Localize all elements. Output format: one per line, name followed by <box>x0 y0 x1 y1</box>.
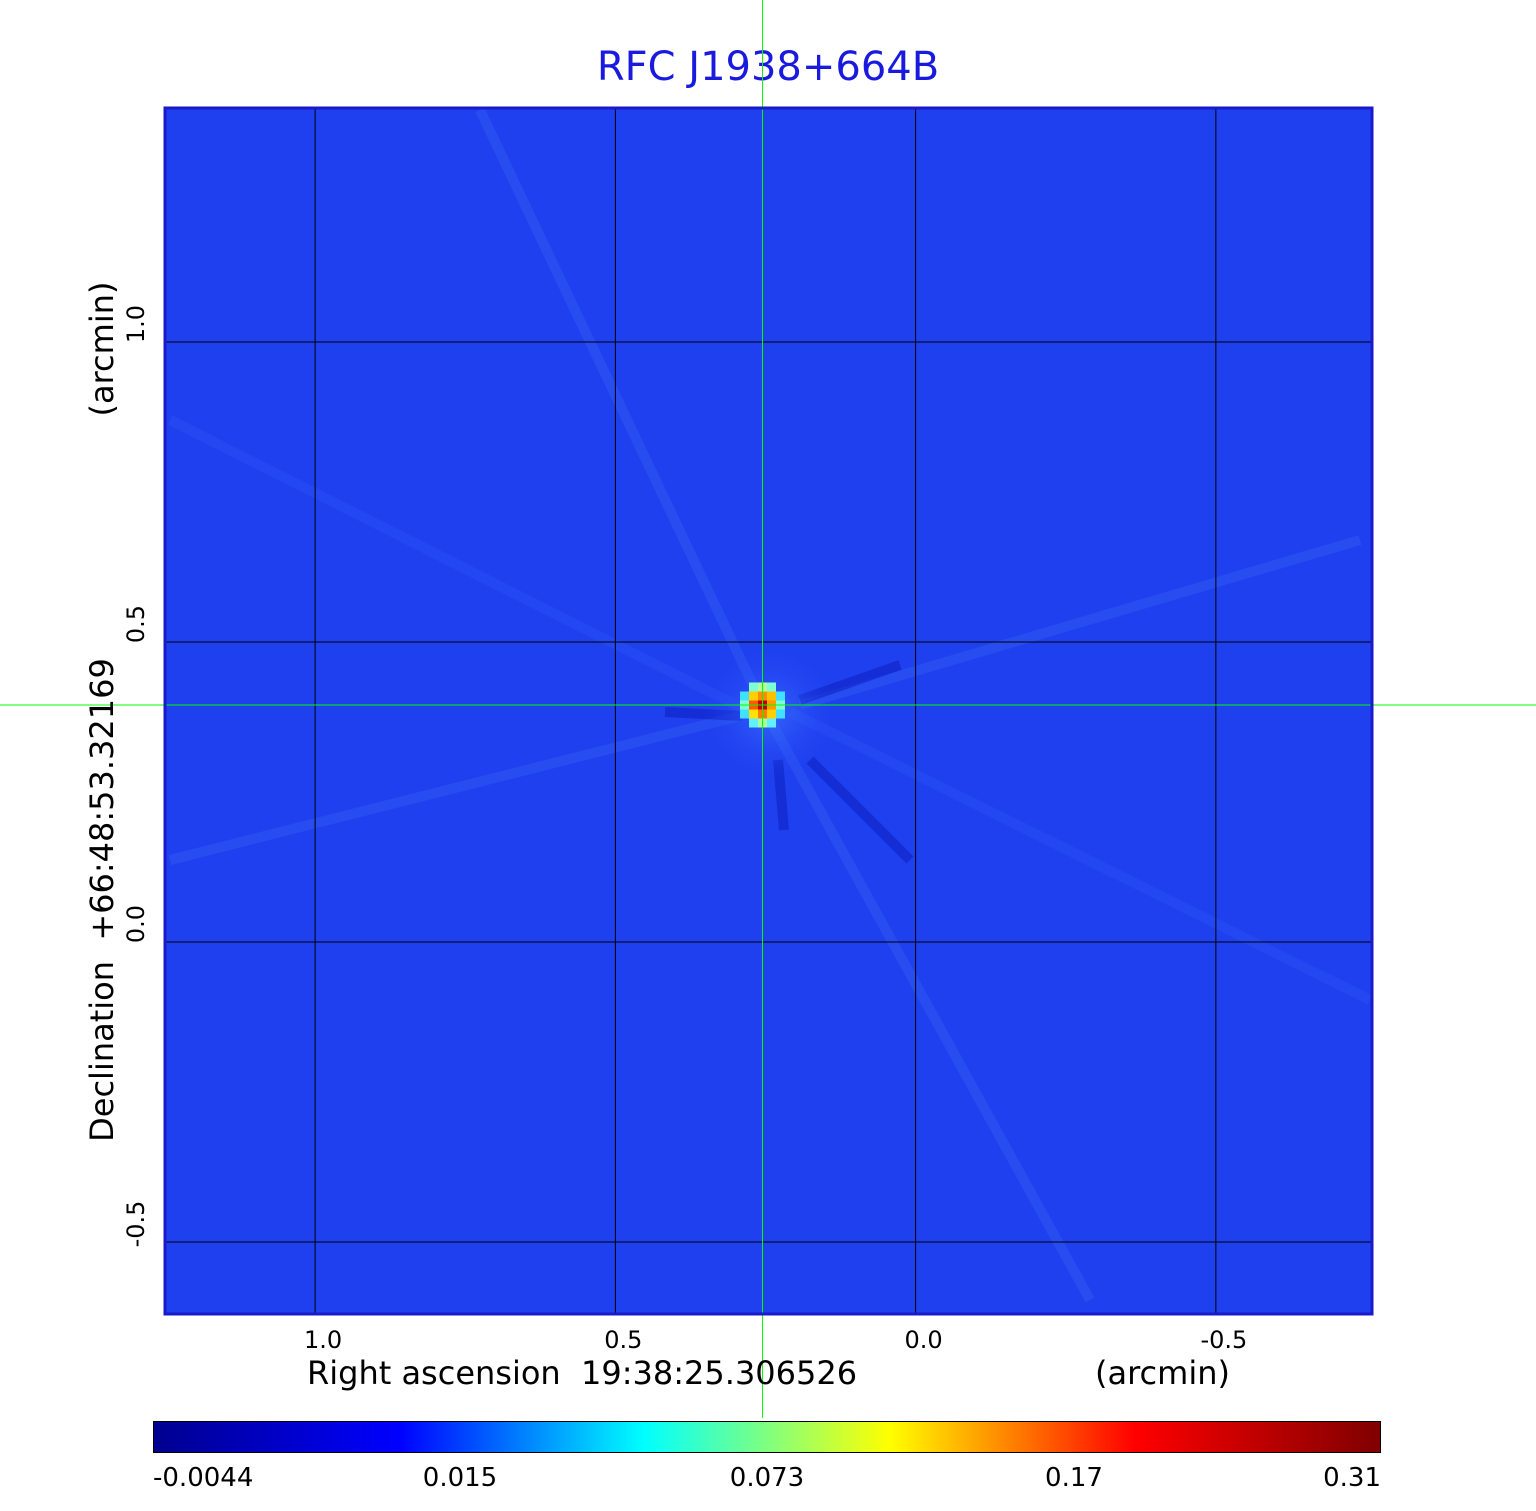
y-tick-label: 0.0 <box>122 904 150 944</box>
colorbar-tick-label: 0.073 <box>729 1463 805 1493</box>
y-tick-label: 0.5 <box>122 604 150 644</box>
source-pixel <box>748 709 758 719</box>
x-tick-label: 0.0 <box>904 1326 943 1354</box>
colorbar-tick-label: 0.31 <box>1323 1463 1381 1493</box>
source-pixel <box>766 682 776 692</box>
grid <box>165 108 1372 1314</box>
plot-frame <box>163 106 1374 1316</box>
source-pixel <box>748 718 758 728</box>
x-tick-label: -0.5 <box>1200 1326 1248 1354</box>
y-axis-unit: (arcmin) <box>83 281 121 417</box>
colorbar <box>153 1421 1381 1453</box>
colorbar-tick-label: 0.17 <box>1045 1463 1103 1493</box>
sidelobe-streaks <box>167 107 1373 1303</box>
source-pixel <box>748 691 758 701</box>
source-pixel <box>739 709 749 719</box>
x-tick-label: 1.0 <box>304 1326 343 1354</box>
source-pixel <box>766 718 776 728</box>
x-axis-unit: (arcmin) <box>1095 1354 1230 1392</box>
x-axis-label: Right ascension 19:38:25.306526 <box>307 1354 858 1392</box>
crosshair <box>0 0 1536 1418</box>
colorbar-tick-label: 0.015 <box>422 1463 498 1493</box>
source-pixel <box>748 682 758 692</box>
chart-title: RFC J1938+664B <box>596 44 940 90</box>
y-tick-label: 1.0 <box>122 304 150 344</box>
colorbar-tick-label: -0.0044 <box>153 1463 254 1493</box>
x-tick-label: 0.5 <box>604 1326 643 1354</box>
source-pixel <box>766 691 776 701</box>
y-tick-label: -0.5 <box>122 1200 150 1248</box>
source-pixel <box>766 709 776 719</box>
y-axis-label: Declination +66:48:53.32169 <box>83 658 121 1142</box>
source-pixel <box>775 709 785 719</box>
source-pixel <box>775 691 785 701</box>
source-pixel <box>739 691 749 701</box>
